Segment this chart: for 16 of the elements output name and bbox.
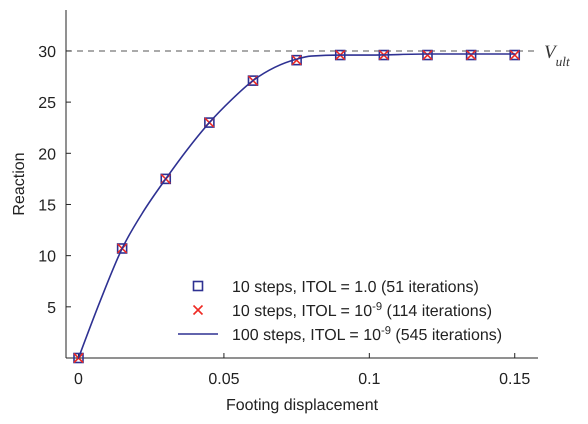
- y-tick-label: 20: [38, 146, 56, 164]
- y-tick-label: 30: [38, 44, 56, 61]
- y-tick-label: 5: [47, 300, 56, 317]
- x-tick-label: 0.15: [499, 371, 530, 388]
- x-tick-label: 0: [74, 371, 84, 388]
- y-tick-label: 10: [38, 248, 56, 266]
- x-axis-title: Footing displacement: [226, 397, 379, 414]
- legend-label: 10 steps, ITOL = 1.0 (51 iterations): [232, 279, 479, 296]
- legend-label: 100 steps, ITOL = 10$^{-9}$ (545 iterations): [232, 325, 502, 344]
- y-tick-label: 15: [38, 197, 56, 214]
- ref-line-label: V$_{ult}$: [544, 42, 570, 68]
- y-tick-label: 25: [38, 95, 56, 112]
- x-tick-label: 0.1: [358, 371, 381, 388]
- legend-label: 10 steps, ITOL = 10$^{-9}$ (114 iterations): [232, 301, 492, 320]
- x-tick-label: 0.05: [208, 371, 240, 388]
- y-axis-title: Reaction: [11, 152, 28, 216]
